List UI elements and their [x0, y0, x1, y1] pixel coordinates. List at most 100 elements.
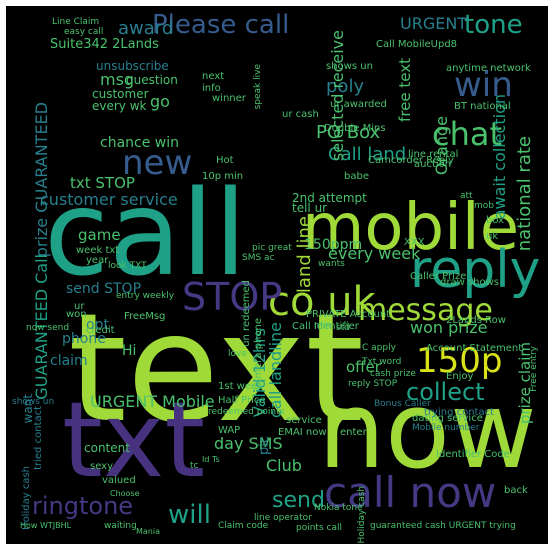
- word-wap: WAP: [218, 425, 241, 436]
- word-how-wtjbhl: How WTJBHL: [20, 521, 72, 530]
- word-urgent: URGENT: [400, 14, 468, 33]
- word-enter: enter: [340, 427, 367, 438]
- word-camera-phone: camera phone: [253, 318, 264, 391]
- word-every-wk: every wk: [92, 99, 147, 113]
- word-enjoy: Enjoy: [446, 371, 474, 382]
- word-tc: tc: [190, 461, 199, 471]
- word-stop: STOP: [182, 275, 283, 319]
- word-guaranteed-cash-urgent: guaranteed cash URGENT trying: [370, 521, 516, 531]
- word-emai-now: EMAI now: [278, 427, 327, 438]
- word-msg: msg: [100, 70, 135, 89]
- word-sms-ac: SMS ac: [242, 253, 275, 263]
- word-land-line: land line: [294, 216, 315, 294]
- word-day-sms: day SMS: [214, 434, 283, 453]
- word-call-now: call now: [324, 468, 497, 517]
- word-call-land: Call land: [328, 144, 407, 165]
- word-identifier-code: Identifier Code: [436, 449, 510, 460]
- word-collect: collect: [406, 378, 485, 406]
- word-txt-stop: txt STOP: [70, 174, 135, 192]
- word-free-text: free text: [396, 58, 414, 122]
- word-chat: chat: [432, 115, 503, 153]
- word-1st-week: 1st week: [218, 381, 263, 392]
- word-poly: poly: [326, 76, 365, 97]
- word-ur-awarded: ur awarded: [330, 99, 387, 110]
- word-look-txt: look TXT: [108, 261, 147, 271]
- word-unsubscribe: unsubscribe: [96, 59, 169, 73]
- word-cash-prize: cash prize: [370, 369, 416, 379]
- word-half-price: Half Price: [218, 395, 266, 406]
- word-10p-min: 10p min: [202, 171, 244, 182]
- word-new: new: [122, 143, 193, 183]
- word-service: service: [286, 415, 322, 426]
- word-ur: ur: [74, 301, 85, 312]
- word-150p: 150p: [416, 341, 503, 381]
- word-national-rate: national rate: [514, 136, 535, 252]
- word-holiday-cash-2: Holiday cash: [357, 486, 367, 544]
- word-now: now: [318, 369, 537, 492]
- word-winner: winner: [212, 93, 246, 104]
- word-claim-code: Claim code: [218, 521, 269, 531]
- word-tell-ur: tell ur: [292, 201, 328, 215]
- word-speak-live: speak live: [253, 64, 263, 110]
- word-wants: wants: [318, 259, 345, 269]
- word-att: att: [460, 191, 473, 201]
- word-std: std: [336, 323, 350, 333]
- word-box: box: [486, 215, 505, 226]
- word-info: info: [202, 83, 221, 94]
- word-private-account: PRIVATE Account: [306, 309, 391, 320]
- word-now-send: now send: [26, 323, 70, 333]
- word-2nd-attempt: 2nd attempt: [292, 191, 367, 205]
- word-claim: claim: [50, 353, 88, 369]
- word-opt: opt: [86, 317, 109, 333]
- word-min: min: [314, 321, 331, 331]
- word-ur-cash: ur cash: [282, 109, 319, 120]
- word-message: message: [358, 293, 493, 328]
- word-txt: txt: [62, 379, 206, 501]
- word-double-mins: Double Mins: [324, 123, 386, 134]
- word-mob: mob: [474, 201, 494, 211]
- word-mania: Mania: [136, 527, 160, 536]
- word-offer: offer: [346, 358, 381, 376]
- word-love: love: [228, 349, 247, 359]
- word-hot: Hot: [216, 155, 234, 166]
- word-nokia-tone: Nokia tone: [314, 503, 363, 513]
- word-anytime-network: anytime network: [446, 63, 531, 74]
- word-prize-guaranteed: prize GUARANTEED: [32, 102, 51, 258]
- word-trying-contact: trying contact: [424, 407, 495, 418]
- word-won-prize: won prize: [410, 318, 488, 337]
- word-question: question: [126, 73, 178, 87]
- word-po-box: PO Box: [316, 122, 381, 143]
- word-await-collection: await collection: [490, 94, 509, 220]
- word-suite342-2lands: Suite342 2Lands: [50, 37, 159, 52]
- word-mobile: mobile: [302, 191, 520, 265]
- word-valued: valued: [102, 475, 136, 486]
- word-won: won: [66, 309, 87, 320]
- word-chance-win: chance win: [100, 135, 179, 151]
- word-go: go: [150, 92, 170, 111]
- word-pic: pic: [257, 436, 272, 456]
- word-game: game: [78, 226, 121, 244]
- word-line-claim: Line Claim: [52, 17, 100, 27]
- word-phone: phone: [62, 331, 106, 347]
- word-line-operator: line operator: [254, 513, 312, 523]
- word-entry-weekly: entry weekly: [116, 291, 175, 301]
- word-dating-service: dating service: [412, 413, 483, 424]
- word-id-ts: Id Ts: [202, 455, 220, 464]
- word-draw-shows: draw shows: [440, 277, 499, 288]
- word-pic-great: pic great: [252, 243, 292, 253]
- word-call-mobileupd8: Call MobileUpd8: [376, 39, 458, 50]
- word-caller-prize: Caller Prize: [410, 271, 467, 282]
- word-next: next: [202, 71, 225, 82]
- word-easy-call: easy call: [64, 27, 104, 37]
- word-call-landline: call landline: [266, 322, 285, 418]
- word-babe: babe: [344, 171, 369, 182]
- word-award: award: [118, 18, 174, 39]
- word-waiting: waiting: [104, 521, 137, 531]
- word-hi: Hi: [122, 343, 137, 359]
- word-150ppm: 150ppm: [304, 237, 363, 253]
- word-sexy: sexy: [90, 461, 114, 472]
- word-c-apply: C apply: [362, 343, 396, 353]
- word-bonus-caller: Bonus Caller: [374, 399, 431, 409]
- word-back: back: [504, 485, 528, 496]
- word-bt-national: BT national: [454, 101, 511, 112]
